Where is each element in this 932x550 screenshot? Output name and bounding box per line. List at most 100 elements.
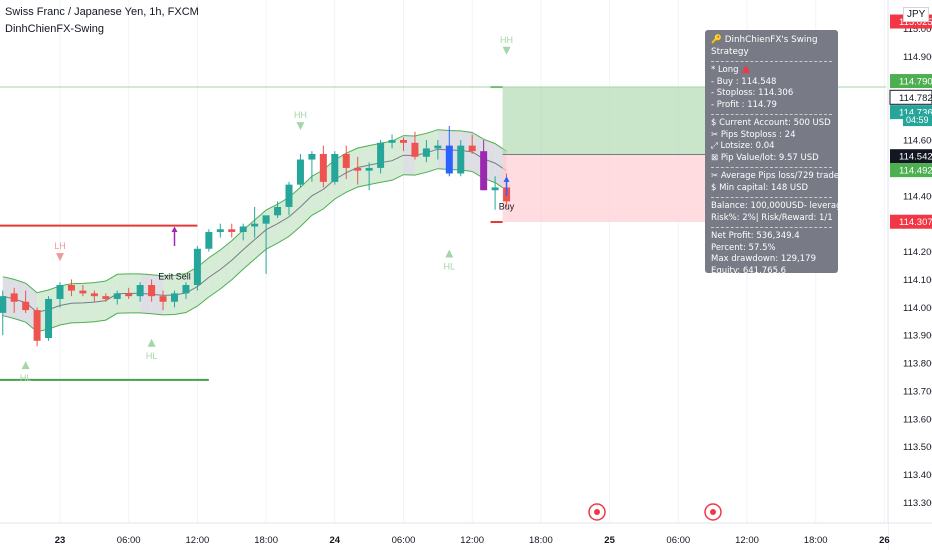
candle [262,215,270,274]
candle [90,290,98,302]
candle [400,137,407,152]
event-icon[interactable] [704,503,722,521]
candle [331,151,339,185]
y-tick-label: 113.500 [903,442,932,453]
pips-stoploss-line: ✂ Pips Stoploss : 24 [711,129,796,140]
candle [319,145,327,188]
swing-label-text: HH [500,35,513,45]
x-tick-label: 12:00 [460,535,484,546]
separator [711,114,832,115]
triangle-down-icon [56,253,64,262]
max-drawdown-line: Max drawdown: 129,179 [711,254,816,264]
swing-label-hl: HL [20,361,32,383]
separator [711,197,832,198]
candle-body [354,167,362,171]
candle-body [319,153,327,182]
candle [67,279,75,297]
swing-label-text: LH [54,241,66,251]
price-tag-label: 114.307 [899,217,932,228]
candle-body [400,140,407,143]
candle [296,153,304,188]
candle [113,290,121,305]
separator [711,61,832,62]
take-profit-zone [502,87,705,155]
candle [422,140,430,163]
currency-label[interactable]: JPY [903,7,930,22]
price-tag: 114.492 [890,163,932,178]
event-icon[interactable] [588,503,606,521]
candle [274,201,282,219]
candle-body [148,285,156,297]
y-tick-label: 114.900 [903,52,932,63]
candle-body [159,296,167,302]
candle-body [411,142,419,157]
candles [0,126,511,347]
account-line: $ Current Account: 500 USD [711,118,831,128]
swing-label-text: HL [20,373,32,383]
triangle-up-icon [21,361,30,370]
price-tag-bg [890,214,932,229]
candle [491,176,499,210]
candle [354,156,362,185]
percent-line: Percent: 57.5% [711,242,776,253]
candle-body [342,153,350,168]
candle-body [365,167,373,171]
candle-body [468,145,476,152]
long-label: * Long [711,65,832,77]
price-tag-label: 115.025 [899,17,932,28]
y-tick-label: 113.700 [903,386,932,397]
candle-body [296,159,304,185]
candle-body [136,285,144,297]
y-tick-label: 114.200 [903,247,932,258]
buy-line: - Buy : 114.548 [711,76,777,87]
candle [365,162,373,191]
candle-body [90,293,98,297]
candle [159,290,167,311]
candle [56,282,64,308]
swing-label-text: HL [146,351,158,361]
countdown-bg [903,114,932,127]
warning-icon [741,65,750,73]
price-tag-label: 114.790 [899,77,932,88]
event-dot [710,509,716,515]
candle [182,282,190,299]
candle-body [457,145,465,174]
exit-sell-marker: Exit Sell [158,226,191,281]
x-tick-label: 18:00 [254,535,278,546]
candle-body [22,301,30,311]
time-axis-bg [0,523,888,550]
candle [434,140,442,160]
separator [711,167,832,168]
candle [377,140,385,174]
tooltip-title: 🔑 DinhChienFX's Swing Strategy [711,35,818,57]
y-tick-label: 113.800 [903,359,932,370]
candle [285,181,293,216]
candle-body [33,310,41,341]
candle-body [0,296,7,313]
candle-body [331,153,339,182]
candle-body [445,145,453,174]
x-tick-label: 12:00 [735,535,759,546]
y-tick-label: 113.900 [903,331,932,342]
candle [10,287,18,313]
price-tag-bg [890,163,932,178]
candle-body [422,148,430,157]
x-tick-label: 06:00 [392,535,416,546]
candle-body [491,187,499,191]
swing-label-hh: HH [294,110,307,131]
candle-body [434,145,442,149]
x-tick-label: 23 [55,535,66,546]
arrow-head-icon [171,226,178,233]
y-tick-label: 114.600 [903,136,932,147]
candle [45,296,53,341]
x-tick-label: 18:00 [804,535,828,546]
triangle-down-icon [296,122,305,131]
swing-label-text: HH [294,110,307,120]
candle-body [45,298,53,338]
candle [468,134,476,154]
candle-body [377,142,385,168]
candle-body [480,151,488,191]
y-tick-label: 113.300 [903,498,932,509]
lotsize-line: ⤢ Lotsize: 0.04 [711,141,775,151]
